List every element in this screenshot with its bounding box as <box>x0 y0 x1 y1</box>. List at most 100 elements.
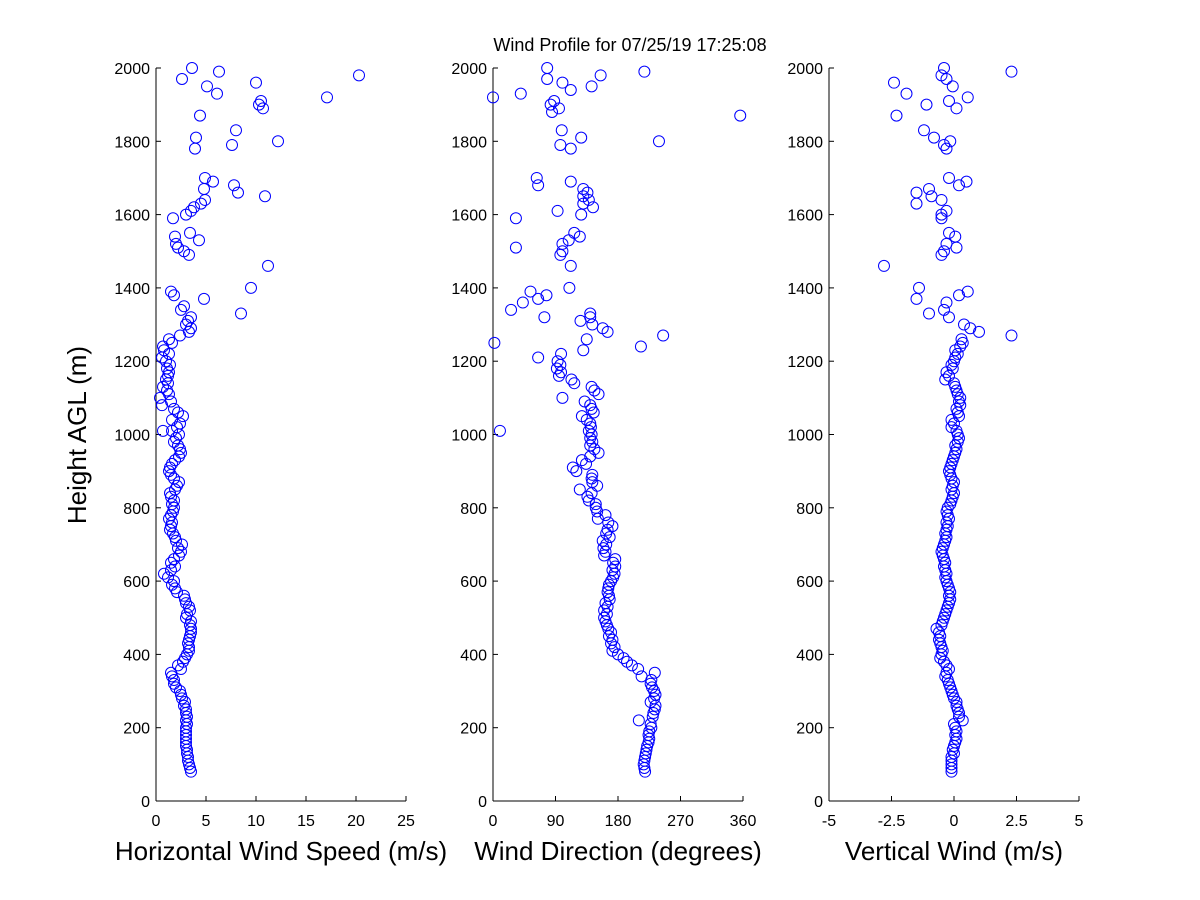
data-point <box>178 300 190 313</box>
data-point <box>257 102 269 115</box>
data-point <box>353 69 365 82</box>
y-tick-label: 1800 <box>451 134 487 151</box>
y-tick-label: 1600 <box>114 208 150 225</box>
data-point <box>568 377 581 390</box>
data-point <box>640 743 653 756</box>
data-point <box>566 461 579 474</box>
data-point <box>262 259 274 272</box>
data-point <box>734 109 747 122</box>
data-point <box>548 94 561 107</box>
data-point <box>162 571 174 584</box>
data-point <box>944 135 957 148</box>
data-point <box>211 87 223 100</box>
data-point <box>172 542 184 555</box>
data-point <box>169 582 181 595</box>
data-point <box>568 226 581 239</box>
data-point <box>632 714 645 727</box>
data-point <box>184 226 196 239</box>
data-point <box>179 696 191 709</box>
data-point <box>165 564 177 577</box>
data-point <box>245 281 257 294</box>
data-point <box>532 351 545 364</box>
data-point <box>550 362 563 375</box>
data-point <box>605 626 618 639</box>
y-tick-label: 200 <box>460 721 487 738</box>
x-tick-label: 5 <box>202 813 211 830</box>
data-point <box>178 245 190 258</box>
data-point <box>172 406 184 419</box>
x-tick-label: 180 <box>605 813 632 830</box>
data-point <box>168 289 180 302</box>
panel-3: 0 200 400 600 800 1000 1200 1400 1600 1800 2000 -5 -… <box>787 61 1083 866</box>
data-point <box>556 245 569 258</box>
figure-title: Wind Profile for 07/25/19 17:25:08 <box>493 35 766 55</box>
x-tick-label: 15 <box>297 813 315 830</box>
data-point <box>592 446 605 459</box>
data-point <box>165 395 177 408</box>
data-point <box>586 468 599 481</box>
data-point <box>941 501 954 514</box>
y-tick-label: 1600 <box>787 208 823 225</box>
data-point <box>646 710 659 723</box>
data-point <box>943 171 955 184</box>
data-point <box>541 62 554 74</box>
data-point <box>955 333 968 346</box>
data-point <box>940 296 953 309</box>
data-point <box>589 498 602 511</box>
y-tick-label: 1200 <box>114 354 150 371</box>
data-point <box>564 83 577 96</box>
data-point <box>190 131 202 144</box>
x-axis-label: Horizontal Wind Speed (m/s) <box>115 836 447 866</box>
data-point <box>940 659 953 672</box>
data-point <box>575 410 588 423</box>
data-point <box>235 307 247 320</box>
data-point <box>949 351 962 364</box>
data-point <box>175 545 187 558</box>
data-point <box>158 567 170 580</box>
data-point <box>168 402 180 415</box>
data-point <box>516 296 529 309</box>
data-point <box>163 333 175 346</box>
data-point <box>648 666 661 679</box>
data-point <box>563 281 576 294</box>
data-point <box>157 424 169 437</box>
data-point <box>584 417 597 430</box>
data-point <box>544 98 557 111</box>
data-point <box>973 325 985 338</box>
data-point <box>514 87 527 100</box>
data-point <box>940 204 953 217</box>
y-tick-label: 1800 <box>114 134 150 151</box>
data-point <box>940 237 953 250</box>
data-point <box>488 336 501 349</box>
data-point <box>935 69 948 82</box>
x-tick-label: 0 <box>950 813 959 830</box>
data-point <box>584 311 597 324</box>
y-tick-label: 0 <box>141 794 150 811</box>
data-point <box>602 582 615 595</box>
data-point <box>609 553 622 566</box>
x-tick-label: 360 <box>730 813 757 830</box>
data-point <box>606 520 619 533</box>
data-point <box>621 655 634 668</box>
data-point <box>580 333 593 346</box>
data-point <box>178 589 190 602</box>
data-point <box>918 124 930 137</box>
x-tick-label: -2.5 <box>878 813 906 830</box>
data-point <box>638 65 651 78</box>
data-point <box>538 311 551 324</box>
data-point <box>888 76 900 89</box>
data-point <box>580 457 593 470</box>
data-point <box>953 179 965 192</box>
data-point <box>487 91 499 104</box>
data-point <box>945 758 958 771</box>
data-point <box>185 204 197 217</box>
data-point <box>598 611 611 624</box>
data-point <box>634 340 647 353</box>
data-point <box>950 699 963 712</box>
data-point <box>890 109 903 122</box>
data-point <box>961 91 974 104</box>
data-point <box>532 179 545 192</box>
data-point <box>943 94 955 107</box>
data-point <box>938 303 950 316</box>
data-point <box>644 718 657 731</box>
